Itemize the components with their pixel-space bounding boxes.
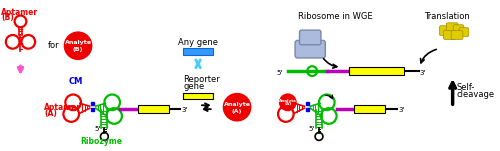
Text: gene: gene [184, 82, 204, 91]
Text: Analyte: Analyte [64, 40, 92, 45]
Text: (A): (A) [284, 102, 292, 106]
Text: 5': 5' [94, 126, 100, 132]
FancyBboxPatch shape [459, 28, 468, 37]
Text: for: for [48, 41, 60, 50]
Bar [349, 67, 404, 75]
Text: (A): (A) [44, 109, 57, 118]
Bar [306, 108, 309, 111]
Text: (A): (A) [232, 109, 242, 114]
Text: Any gene: Any gene [178, 38, 218, 47]
FancyBboxPatch shape [440, 26, 450, 35]
Bar [354, 105, 386, 113]
Text: (B): (B) [1, 13, 14, 22]
Bar [91, 102, 94, 105]
Text: 5': 5' [276, 70, 283, 76]
Text: Analyte: Analyte [224, 102, 250, 107]
FancyBboxPatch shape [444, 31, 456, 39]
FancyBboxPatch shape [300, 30, 321, 45]
Text: Reporter: Reporter [184, 75, 220, 84]
Circle shape [64, 32, 92, 59]
Text: (B): (B) [73, 47, 83, 52]
FancyBboxPatch shape [451, 31, 463, 39]
Text: Analyte: Analyte [279, 99, 297, 103]
Text: cleavage: cleavage [456, 90, 494, 99]
FancyBboxPatch shape [446, 23, 458, 34]
Bar [184, 93, 212, 99]
Text: 5': 5' [309, 126, 315, 132]
Text: CM: CM [68, 77, 82, 86]
Text: 3': 3' [398, 107, 404, 113]
FancyBboxPatch shape [453, 25, 464, 35]
Text: Ribozyme: Ribozyme [80, 137, 122, 146]
Bar [138, 105, 169, 113]
Text: Aptamer: Aptamer [1, 8, 38, 17]
Text: 3': 3' [420, 70, 426, 76]
Text: Translation: Translation [424, 12, 470, 21]
Bar [184, 48, 212, 55]
Text: Ribosome in WGE: Ribosome in WGE [298, 12, 372, 21]
Circle shape [281, 95, 294, 109]
Text: 3': 3' [182, 107, 188, 113]
Bar [306, 102, 309, 105]
Bar [91, 108, 94, 111]
FancyBboxPatch shape [295, 40, 326, 58]
Circle shape [224, 94, 250, 121]
Text: Aptamer: Aptamer [44, 103, 81, 112]
Text: Self-: Self- [456, 83, 475, 92]
